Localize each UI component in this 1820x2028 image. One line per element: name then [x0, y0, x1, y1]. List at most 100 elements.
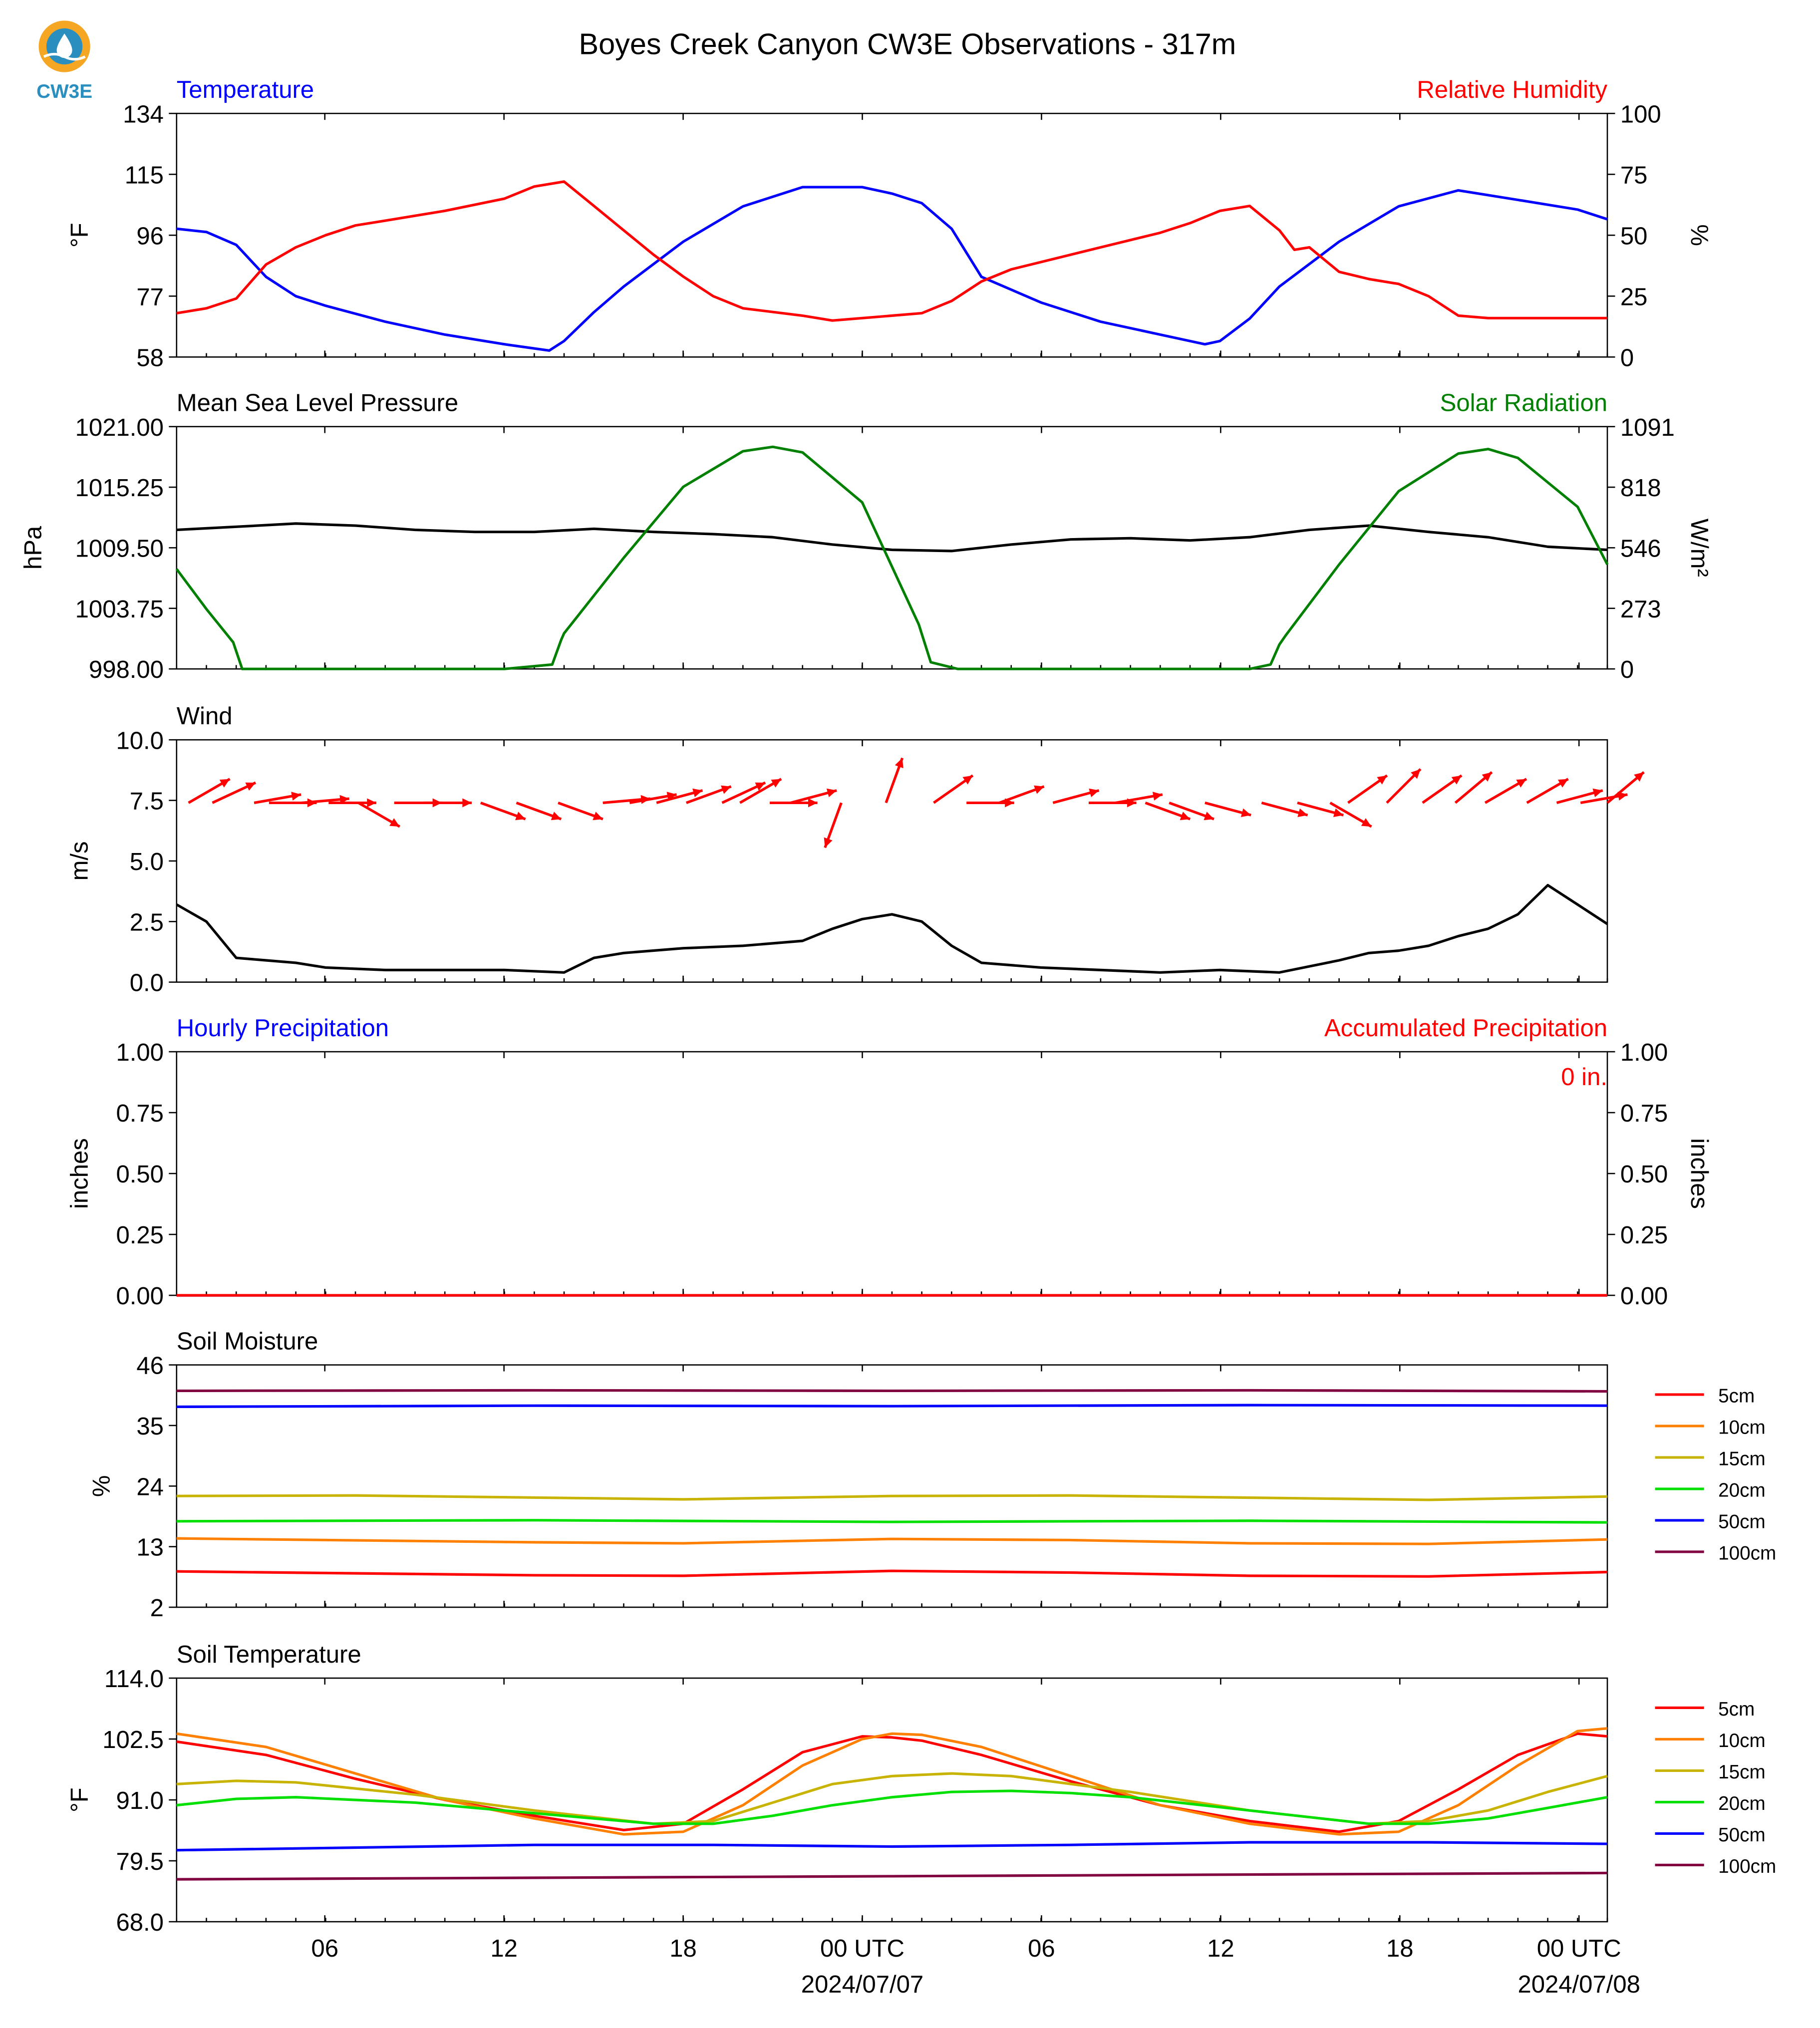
panel-title-left: Hourly Precipitation: [177, 1015, 389, 1042]
legend-label: 20cm: [1718, 1479, 1766, 1501]
wind-arrow-head: [895, 758, 904, 769]
y-tick-label: 58: [136, 344, 164, 371]
y2-tick-label: 0.75: [1620, 1100, 1668, 1127]
series-line-humidity: [176, 180, 1608, 322]
wind-arrow-head: [1411, 769, 1421, 779]
x-date-label: 2024/07/07: [801, 1971, 923, 1998]
cw3e-logo: CW3E: [28, 15, 101, 106]
wind-arrow-head: [1482, 772, 1492, 782]
wind-arrow-head: [291, 792, 302, 801]
y-tick-label: 1015.25: [75, 475, 164, 502]
y2-tick-label: 273: [1620, 596, 1661, 623]
wind-arrow-head: [389, 818, 400, 827]
plot-frame: [176, 739, 1608, 983]
legend-label: 50cm: [1718, 1824, 1766, 1846]
y-tick-label: 46: [136, 1353, 164, 1380]
wind-arrow-head: [1451, 775, 1462, 785]
panel-pressure_solar: [169, 426, 1615, 670]
y-tick-label: 5.0: [130, 849, 164, 875]
wind-arrow-head: [808, 798, 818, 808]
wind-arrow-head: [962, 775, 973, 785]
y2-tick-label: 1.00: [1620, 1039, 1668, 1066]
y-axis-label-right: W/m²: [1686, 519, 1713, 577]
series-line-100cm: [176, 1389, 1608, 1393]
series-line-10cm: [176, 1727, 1608, 1836]
y2-tick-label: 0.25: [1620, 1222, 1668, 1249]
y-tick-label: 1.00: [116, 1039, 163, 1066]
y-tick-label: 68.0: [116, 1909, 163, 1936]
wind-arrow-head: [692, 788, 703, 798]
legend-label: 100cm: [1718, 1856, 1776, 1877]
y-tick-label: 77: [136, 284, 164, 310]
y-tick-label: 134: [123, 101, 164, 128]
y-tick-label: 24: [136, 1473, 164, 1500]
wind-arrow-head: [1240, 808, 1251, 817]
series-line-20cm: [176, 1789, 1608, 1825]
series-line-100cm: [176, 1871, 1608, 1881]
y2-tick-label: 1091: [1620, 414, 1675, 441]
wind-arrow-head: [593, 812, 603, 821]
y-axis-label-right: %: [1686, 224, 1713, 246]
y-tick-label: 0.00: [116, 1283, 163, 1310]
plot-frame: [176, 1051, 1608, 1296]
wind-arrow-head: [1152, 792, 1163, 801]
wind-arrow-head: [1634, 772, 1644, 782]
accumulated-total-label: 0 in.: [1561, 1064, 1607, 1091]
x-tick-label: 12: [490, 1935, 518, 1962]
series-line-wind: [176, 883, 1608, 974]
y2-tick-label: 75: [1620, 162, 1648, 189]
wind-arrow-head: [462, 798, 472, 808]
panel-soil_temperature: [169, 1677, 1704, 1923]
y-tick-label: 0.25: [116, 1222, 163, 1249]
wind-arrow-head: [219, 779, 230, 788]
legend-label: 20cm: [1718, 1793, 1766, 1814]
wind-arrow-head: [551, 812, 562, 821]
wind-arrow-head: [245, 782, 256, 791]
y-tick-label: 1009.50: [75, 536, 164, 563]
wind-arrow-head: [1377, 775, 1387, 785]
series-line-50cm: [176, 1404, 1608, 1409]
y-axis-label-left: m/s: [66, 841, 93, 880]
panel-title-left: Soil Moisture: [177, 1328, 318, 1355]
wind-arrow-head: [1333, 808, 1344, 817]
series-line-15cm: [176, 1772, 1608, 1825]
x-tick-label: 06: [1028, 1935, 1055, 1962]
wind-arrow-head: [1204, 812, 1214, 821]
panel-title-left: Soil Temperature: [177, 1641, 361, 1668]
y2-tick-label: 0.00: [1620, 1283, 1668, 1310]
y-axis-label-left: °F: [66, 1787, 93, 1812]
x-tick-label: 18: [669, 1935, 697, 1962]
y-tick-label: 102.5: [102, 1727, 164, 1753]
series-line-20cm: [176, 1519, 1608, 1524]
y2-tick-label: 546: [1620, 536, 1661, 563]
x-tick-label: 06: [311, 1935, 338, 1962]
series-line-temperature: [176, 186, 1608, 352]
y-tick-label: 91.0: [116, 1787, 163, 1814]
logo-text: CW3E: [36, 81, 92, 102]
panel-precipitation: [169, 1051, 1615, 1297]
wind-arrow-head: [1592, 788, 1603, 798]
wind-arrow-head: [771, 779, 782, 788]
y-tick-label: 13: [136, 1534, 164, 1561]
legend-label: 50cm: [1718, 1511, 1766, 1532]
wind-arrow-head: [1089, 788, 1099, 798]
y-tick-label: 35: [136, 1413, 164, 1440]
plot-frame: [176, 112, 1608, 358]
y-tick-label: 1021.00: [75, 414, 164, 441]
y-tick-label: 998.00: [89, 656, 164, 683]
y-axis-label-left: hPa: [20, 526, 47, 570]
series-line-pressure: [176, 522, 1608, 553]
y2-tick-label: 0: [1620, 656, 1634, 683]
legend-label: 5cm: [1718, 1385, 1755, 1407]
panel-title-right: Accumulated Precipitation: [1324, 1015, 1607, 1042]
x-tick-label: 18: [1386, 1935, 1414, 1962]
y2-tick-label: 0.50: [1620, 1161, 1668, 1188]
y2-tick-label: 818: [1620, 475, 1661, 502]
y-tick-label: 10.0: [116, 727, 163, 754]
wind-arrow-head: [1557, 779, 1568, 788]
legend-label: 10cm: [1718, 1417, 1766, 1438]
wind-arrow-head: [1180, 812, 1191, 821]
wind-arrow-head: [515, 812, 526, 821]
